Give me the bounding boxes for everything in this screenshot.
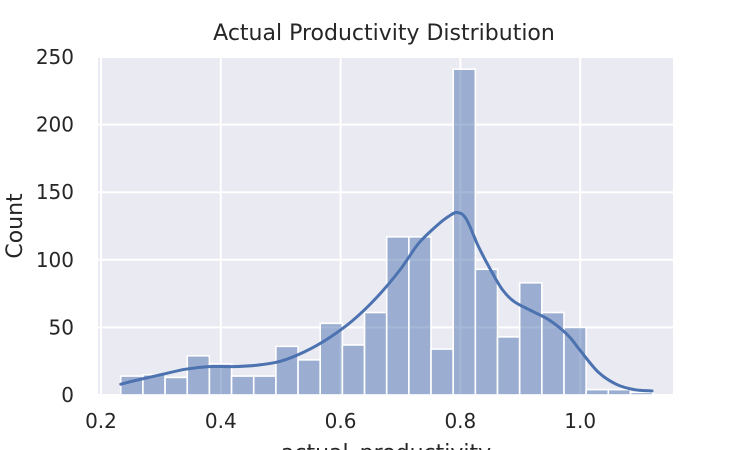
x-tick-labels: 0.2 0.4 0.6 0.8 1.0	[85, 409, 596, 433]
histogram-bar-23	[629, 391, 654, 396]
x-tick-label-4: 1.0	[564, 409, 596, 433]
histogram-bar-9	[319, 322, 344, 396]
x-tick-label-3: 0.8	[444, 409, 476, 433]
y-tick-label-3: 150	[36, 180, 74, 204]
histogram-bar-16	[474, 268, 499, 396]
histogram-bar-4	[208, 363, 233, 396]
histogram-bar-8	[297, 359, 322, 396]
histogram-bar-5	[230, 375, 255, 396]
y-tick-label-0: 0	[61, 383, 74, 407]
histogram-bar-22	[607, 388, 632, 396]
histogram-bars	[119, 68, 654, 396]
histogram-bar-19	[541, 311, 565, 396]
y-tick-label-4: 200	[36, 113, 74, 137]
histogram-bar-6	[252, 375, 277, 396]
y-tick-labels: 0 50 100 150 200 250	[36, 45, 74, 407]
histogram-bar-3	[186, 354, 211, 396]
kde-curve	[119, 210, 654, 393]
histogram-bar-10	[341, 344, 366, 396]
histogram-bar-20	[563, 326, 587, 396]
y-tick-label-1: 50	[49, 315, 74, 339]
histogram-bar-7	[275, 345, 299, 396]
histogram-bar-17	[496, 336, 521, 396]
y-tick-label-2: 100	[36, 248, 74, 272]
histogram-bar-13	[408, 236, 432, 396]
y-tick-label-5: 250	[36, 45, 74, 69]
histogram-bar-18	[518, 281, 543, 396]
y-axis-label: Count	[3, 193, 28, 259]
x-tick-label-1: 0.4	[205, 409, 237, 433]
x-axis-label: actual_productivity	[281, 441, 491, 450]
chart-title: Actual Productivity Distribution	[213, 21, 555, 46]
histogram-bar-2	[164, 376, 189, 396]
x-tick-label-0: 0.2	[85, 409, 117, 433]
histogram-bar-14	[430, 348, 454, 396]
histogram-bar-11	[363, 311, 388, 396]
histogram-bar-15	[452, 68, 477, 396]
x-tick-label-2: 0.6	[325, 409, 357, 433]
histogram-bar-21	[585, 388, 610, 396]
